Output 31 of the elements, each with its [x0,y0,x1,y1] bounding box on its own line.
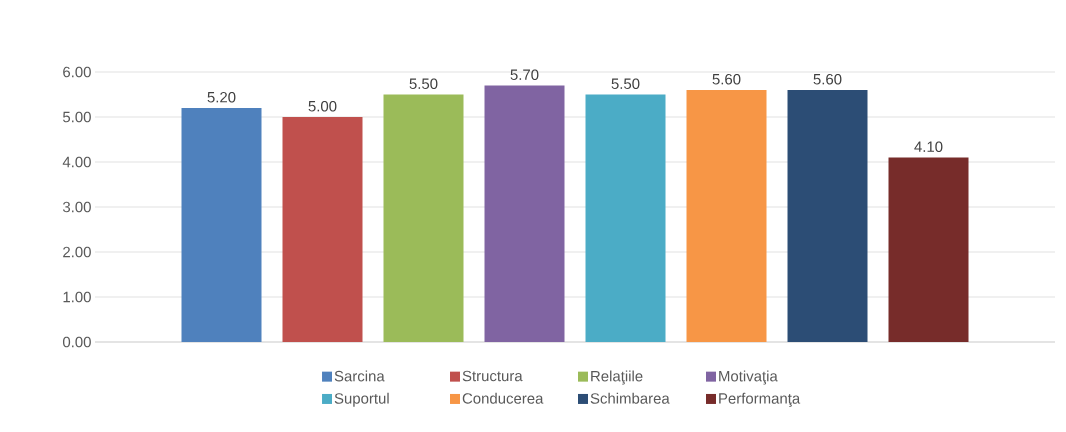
data-label: 4.10 [914,141,943,152]
y-tick-label: 6.00 [63,66,91,78]
y-tick-label: 1.00 [63,291,91,303]
bar [888,157,969,342]
legend-label: Conducerea [462,392,544,404]
data-label: 5.60 [712,73,741,85]
bar [585,94,666,342]
y-tick-label: 4.00 [62,156,91,168]
bar [686,90,767,342]
bar [787,90,868,342]
y-tick-label: 3.00 [62,201,91,213]
y-tick-label: 2.00 [63,246,91,258]
y-tick-label: 5.00 [62,111,91,123]
bar [282,117,363,342]
bar [484,85,565,342]
bar [383,94,464,342]
data-label: 5.00 [308,100,337,112]
data-label: 5.60 [813,73,842,85]
data-label: 5.50 [409,78,438,89]
data-label: 5.20 [207,91,236,103]
legend-label: Relaţiile [591,370,643,385]
legend-label: Structura [462,370,523,382]
legend-label: Sarcina [334,370,385,382]
y-tick-label: 0.00 [62,336,91,348]
bar [181,108,262,342]
legend-label: Motivaţia [719,370,778,385]
data-label: 5.50 [611,78,640,89]
legend-label: Suportul [334,392,389,407]
legend-label: Schimbarea [590,392,670,404]
data-label: 5.70 [510,69,539,80]
legend-label: Performanţa [719,392,801,407]
